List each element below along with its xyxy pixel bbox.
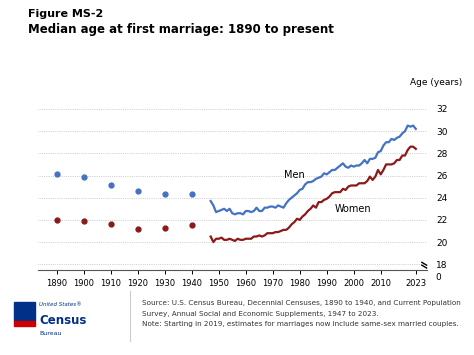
Text: Bureau: Bureau <box>39 331 62 335</box>
Text: Figure MS-2: Figure MS-2 <box>28 9 104 19</box>
Text: 0: 0 <box>435 273 441 282</box>
Text: Note: Starting in 2019, estimates for marriages now include same-sex married cou: Note: Starting in 2019, estimates for ma… <box>142 321 459 327</box>
Text: Survey, Annual Social and Economic Supplements, 1947 to 2023.: Survey, Annual Social and Economic Suppl… <box>142 311 379 317</box>
Text: Median age at first marriage: 1890 to present: Median age at first marriage: 1890 to pr… <box>28 23 334 36</box>
Text: Age (years): Age (years) <box>410 78 462 87</box>
Bar <box>14 302 35 321</box>
Text: United States®: United States® <box>39 302 82 307</box>
Bar <box>14 321 35 326</box>
Text: Census: Census <box>39 314 87 327</box>
Text: Men: Men <box>283 170 304 180</box>
Text: Women: Women <box>335 204 372 214</box>
Text: Source: U.S. Census Bureau, Decennial Censuses, 1890 to 1940, and Current Popula: Source: U.S. Census Bureau, Decennial Ce… <box>142 300 461 306</box>
